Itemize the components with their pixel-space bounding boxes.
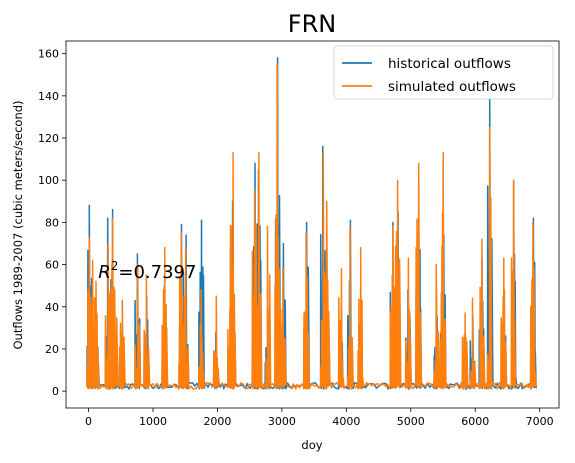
axes-frame xyxy=(65,40,560,409)
y-tick-label: 160 xyxy=(38,48,59,61)
x-tick-label: 7000 xyxy=(526,415,554,428)
y-tick-label: 80 xyxy=(45,216,59,229)
r-squared-annotation: R2=0.7397 xyxy=(98,259,196,283)
y-tick-label: 100 xyxy=(38,174,59,187)
x-tick-label: 4000 xyxy=(332,415,360,428)
series-line-2 xyxy=(86,63,538,390)
plot-area: 0 1000 2000 3000 4000 5000 6000 7000 0 20 40 60 80 10… xyxy=(38,40,560,428)
x-tick-label: 3000 xyxy=(268,415,296,428)
y-tick-label: 140 xyxy=(38,90,59,103)
y-tick-label: 60 xyxy=(45,259,59,272)
series-line-1 xyxy=(86,57,538,390)
x-axis-label: doy xyxy=(301,438,322,452)
legend-box xyxy=(333,45,554,100)
legend: historical outflows simulated outflows xyxy=(333,45,554,100)
y-tick-label: 20 xyxy=(45,343,59,356)
y-tick-label: 0 xyxy=(52,385,59,398)
legend-label-2: simulated outflows xyxy=(388,79,516,95)
x-tick-label: 1000 xyxy=(139,415,167,428)
y-axis-label: Outflows 1989-2007 (cubic meters/second) xyxy=(11,100,25,349)
x-tick-label: 6000 xyxy=(461,415,489,428)
x-tick-label: 0 xyxy=(85,415,92,428)
y-tick-label: 120 xyxy=(38,132,59,145)
x-tick-label: 2000 xyxy=(203,415,231,428)
x-tick-label: 5000 xyxy=(397,415,425,428)
chart-title: FRN xyxy=(288,10,336,38)
y-tick-label: 40 xyxy=(45,301,59,314)
legend-label-1: historical outflows xyxy=(388,56,511,72)
series-lines xyxy=(86,57,538,390)
